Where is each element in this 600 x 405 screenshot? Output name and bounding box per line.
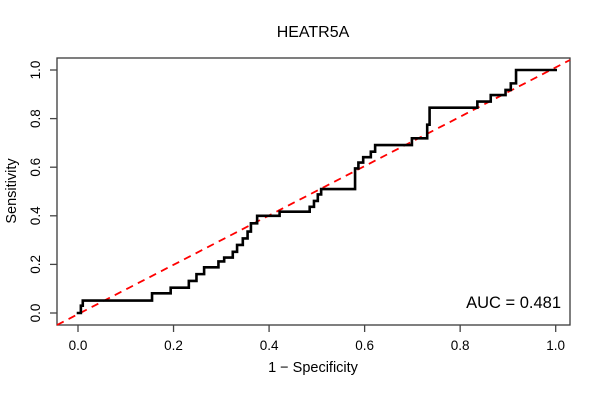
roc-curve xyxy=(76,68,558,315)
x-tick-label: 0.2 xyxy=(164,338,183,353)
y-tick-label: 1.0 xyxy=(28,61,43,80)
y-axis-ticks: 0.0 0.2 0.4 0.6 0.8 1.0 xyxy=(28,61,57,323)
x-tick-label: 1.0 xyxy=(546,338,565,353)
y-tick-label: 0.6 xyxy=(28,158,43,177)
x-axis-label: 1 − Specificity xyxy=(268,360,359,376)
x-tick-label: 0.0 xyxy=(69,338,88,353)
diagonal-reference-line xyxy=(56,59,571,326)
x-axis-ticks: 0.0 0.2 0.4 0.6 0.8 1.0 xyxy=(69,325,565,353)
x-tick-label: 0.4 xyxy=(260,338,279,353)
plot-box xyxy=(56,57,571,326)
y-tick-label: 0.0 xyxy=(28,304,43,323)
auc-label: AUC = 0.481 xyxy=(466,294,561,312)
chart-title: HEATR5A xyxy=(277,24,350,41)
x-tick-label: 0.8 xyxy=(451,338,470,353)
y-tick-label: 0.8 xyxy=(28,109,43,128)
y-axis-label: Sensitivity xyxy=(4,158,20,224)
y-tick-label: 0.4 xyxy=(28,206,43,225)
y-tick-label: 0.2 xyxy=(28,255,43,274)
x-tick-label: 0.6 xyxy=(355,338,374,353)
